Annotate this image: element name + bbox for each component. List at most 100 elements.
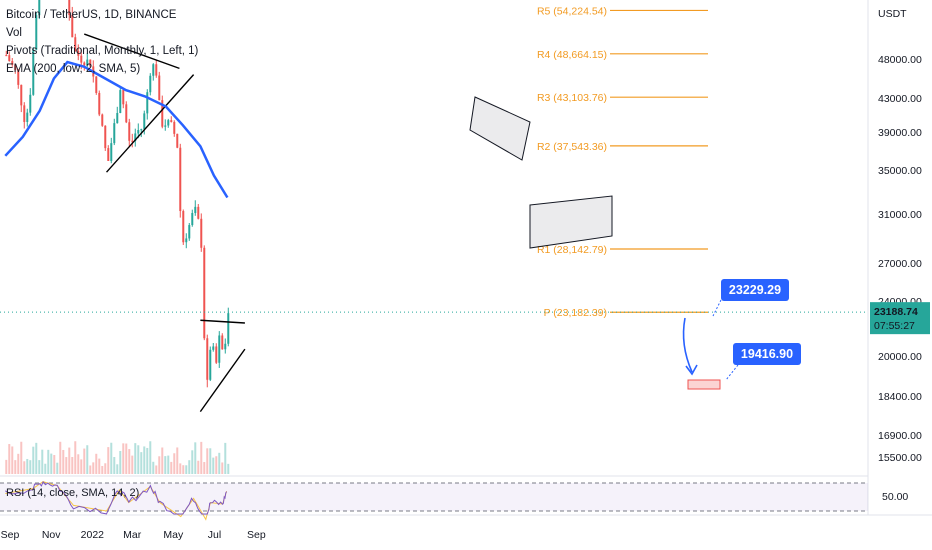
volume-bar <box>170 461 173 474</box>
volume-bar <box>29 460 32 474</box>
volume-bar <box>11 446 14 474</box>
callout-low-leader <box>725 364 739 381</box>
candle-body <box>218 335 221 363</box>
candle-body <box>155 64 158 76</box>
volume-bar <box>215 456 218 474</box>
price-tick-label: 39000.00 <box>878 127 922 139</box>
volume-bar <box>128 449 131 474</box>
candle-body <box>176 133 179 148</box>
chart-legend: Bitcoin / TetherUS, 1D, BINANCE Vol Pivo… <box>6 6 198 78</box>
volume-bar <box>143 446 146 474</box>
volume-bar <box>188 460 191 474</box>
pivot-label: R5 (54,224.54) <box>537 5 607 17</box>
pivot-label: R3 (43,103.76) <box>537 92 607 104</box>
candle-body <box>149 75 152 93</box>
candle-body <box>8 55 11 62</box>
price-tick-label: 27000.00 <box>878 258 922 270</box>
time-tick-label: Sep <box>1 529 20 541</box>
pivots-indicator-label[interactable]: Pivots (Traditional, Monthly, 1, Left, 1… <box>6 45 199 57</box>
volume-bar <box>134 443 137 474</box>
candle-body <box>83 62 86 66</box>
volume-bar <box>26 458 29 474</box>
price-tick-label: 20000.00 <box>878 351 922 363</box>
volume-bar <box>38 460 41 474</box>
candle-body <box>11 61 14 65</box>
candle-body <box>200 218 203 248</box>
volume-bar <box>206 448 209 474</box>
candle-body <box>113 123 116 144</box>
candle-body <box>128 122 131 141</box>
volume-bar <box>104 463 107 474</box>
volume-indicator-label[interactable]: Vol <box>6 27 22 39</box>
volume-bar <box>65 457 68 474</box>
candle-body <box>137 130 140 134</box>
volume-bar <box>35 442 38 474</box>
volume-bar <box>20 441 23 474</box>
volume-bar <box>176 447 179 474</box>
triangle-lower-trendline <box>199 348 246 413</box>
price-tick-label: 18400.00 <box>878 391 922 403</box>
current-price-value: 23188.74 <box>874 306 918 318</box>
volume-bar <box>32 446 35 474</box>
volume-bar <box>17 453 20 474</box>
ema-indicator-label[interactable]: EMA (200, low, 2, SMA, 5) <box>6 63 141 75</box>
pivot-label: P (23,182.39) <box>544 307 607 319</box>
candle-body <box>206 338 209 380</box>
price-tick-label: 35000.00 <box>878 165 922 177</box>
countdown-timer: 07:55:27 <box>874 320 915 332</box>
volume-bar <box>98 458 101 474</box>
volume-bar <box>140 452 143 474</box>
rsi-indicator-label: RSI (14, close, SMA, 14, 2) <box>6 487 139 499</box>
candle-body <box>179 147 182 212</box>
volume-bar <box>68 447 71 474</box>
candle-body <box>107 148 110 161</box>
volume-bar <box>182 465 185 474</box>
candle-body <box>32 49 35 95</box>
candle-body <box>17 70 20 85</box>
volume-bar <box>116 464 119 474</box>
price-tick-label: 48000.00 <box>878 54 922 66</box>
time-tick-label: May <box>163 529 184 541</box>
price-tick-label: 43000.00 <box>878 93 922 105</box>
candle-body <box>182 211 185 243</box>
volume-bar <box>161 447 164 474</box>
volume-bar <box>95 453 98 474</box>
projection-arrow <box>682 317 693 373</box>
volume-bar <box>41 449 44 474</box>
symbol-title[interactable]: Bitcoin / TetherUS, 1D, BINANCE <box>6 9 177 21</box>
pivot-label: R4 (48,664.15) <box>537 49 607 61</box>
volume-bar <box>179 463 182 474</box>
candle-body <box>125 104 128 123</box>
volume-bar <box>158 456 161 474</box>
callout-low-box <box>733 343 801 365</box>
volume-bar <box>74 441 77 474</box>
price-tick-label: 15500.00 <box>878 452 922 464</box>
volume-bar <box>92 462 95 474</box>
candle-body <box>224 343 227 350</box>
volume-bar <box>101 465 104 474</box>
volume-bar <box>131 455 134 474</box>
volume-bar <box>8 444 11 474</box>
candle-body <box>164 125 167 127</box>
candle-body <box>89 59 92 67</box>
volume-bar <box>173 453 176 474</box>
volume-bar <box>107 447 110 474</box>
candle-body <box>101 114 104 126</box>
volume-bar <box>155 465 158 474</box>
volume-bar <box>80 459 83 474</box>
candle-body <box>71 14 74 38</box>
volume-bar <box>194 442 197 474</box>
candle-body <box>95 76 98 93</box>
volume-bar <box>212 457 215 474</box>
candle-body <box>86 59 89 66</box>
candle-body <box>116 112 119 124</box>
candle-body <box>77 51 80 56</box>
volume-bar <box>209 448 212 474</box>
volume-bar <box>89 465 92 474</box>
volume-bar <box>227 463 230 474</box>
candle-body <box>26 112 29 122</box>
candle-body <box>35 15 38 50</box>
triangle-upper-trendline <box>200 319 245 324</box>
candle-body <box>104 125 107 149</box>
